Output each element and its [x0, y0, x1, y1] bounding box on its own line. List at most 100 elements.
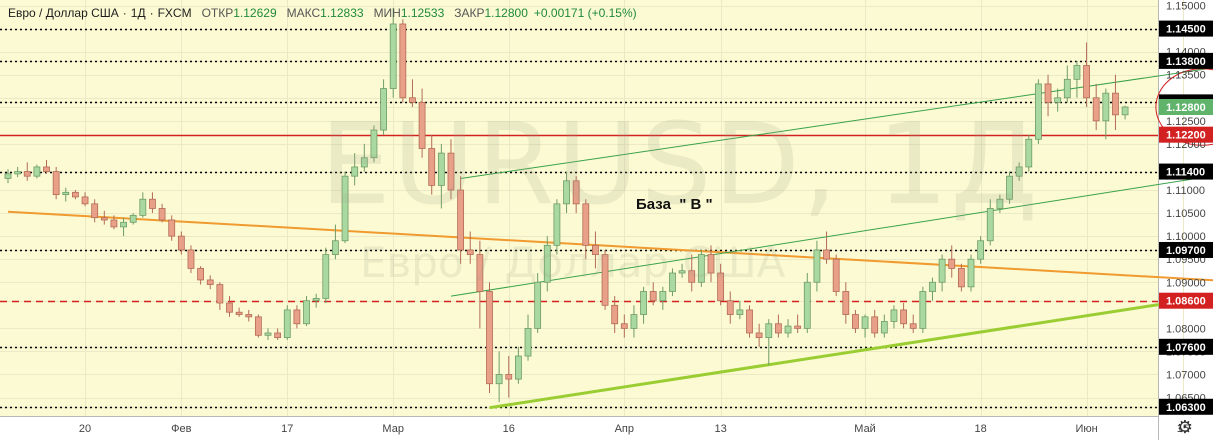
level-price-label: 1.09700	[1166, 245, 1206, 257]
candle-body	[457, 189, 465, 251]
candle-body	[794, 325, 802, 329]
candle-body	[1044, 83, 1052, 103]
price-tick-label: 1.10000	[1166, 231, 1206, 243]
candle-body	[380, 88, 387, 131]
candle-body	[678, 270, 686, 274]
time-tick-label: 20	[79, 423, 91, 435]
candle-body	[986, 208, 994, 242]
candle-body	[158, 208, 166, 221]
candle-body	[264, 332, 272, 336]
candle-body	[139, 198, 147, 216]
candle-body	[582, 203, 590, 246]
time-tick-label: Мар	[382, 423, 404, 435]
candle-body	[274, 332, 282, 338]
candle-body	[611, 304, 619, 325]
candle-body	[813, 249, 821, 283]
plot-background	[0, 0, 1158, 416]
time-tick-label: Май	[854, 423, 876, 435]
annotation-base-b[interactable]: База " B "	[636, 196, 713, 213]
candle-body	[1015, 166, 1023, 177]
time-tick-label: Июн	[1075, 423, 1097, 435]
candle-body	[1006, 175, 1013, 200]
legend-close-label: ЗАКР	[454, 6, 485, 20]
candle-body	[52, 171, 60, 196]
legend-change: +0.00171 (+0.15%)	[533, 6, 637, 20]
candle-body	[254, 316, 262, 336]
price-tick-label: 1.11000	[1166, 185, 1205, 197]
candle-body	[572, 180, 580, 205]
price-tick-label: 1.12500	[1166, 116, 1206, 128]
gear-icon[interactable]: ⚙	[1176, 417, 1194, 437]
candle-body	[909, 323, 917, 329]
lime-trend-line	[489, 294, 1213, 410]
time-axis-background	[0, 416, 1158, 440]
time-tick-label: 18	[975, 423, 987, 435]
candle-body	[669, 272, 676, 292]
legend-symbol[interactable]: Евро / Доллар США	[8, 6, 119, 20]
level-price-label-bg	[1159, 292, 1213, 309]
candle-body	[900, 309, 907, 325]
legend-low-label: МИН	[373, 6, 401, 20]
candle-body	[428, 148, 436, 186]
candle-body	[418, 101, 426, 149]
candle-body	[216, 284, 224, 304]
candle-body	[1035, 83, 1042, 140]
candle-body	[1073, 65, 1081, 80]
candle-body	[197, 268, 205, 281]
candle-body	[697, 254, 705, 283]
time-tick-label: 13	[714, 423, 726, 435]
candle-body	[784, 325, 792, 334]
candle-body	[659, 291, 667, 302]
price-axis-background	[1158, 0, 1213, 440]
candle-body	[360, 157, 368, 168]
orange-trend-line	[7, 210, 1213, 282]
candle-body	[630, 314, 638, 329]
candle-body	[1054, 97, 1062, 103]
candle-body	[649, 291, 657, 302]
candle-body	[957, 268, 965, 288]
candle-body	[948, 258, 956, 269]
candle-body	[14, 171, 22, 175]
last-price-label: 1.12800	[1166, 102, 1206, 114]
candle-body	[91, 203, 99, 219]
candle-body	[33, 166, 41, 177]
candle-body	[1102, 92, 1110, 122]
candle-body	[1063, 78, 1071, 99]
candle-body	[120, 221, 127, 228]
candle-body	[351, 166, 359, 177]
candle-body	[842, 291, 850, 315]
candle-body	[996, 198, 1004, 209]
candle-body	[746, 309, 753, 334]
level-price-label-bg	[1159, 163, 1213, 180]
candle-body	[620, 323, 628, 329]
candle-body	[206, 279, 214, 285]
candle-body	[929, 281, 936, 292]
candle-body	[81, 196, 89, 205]
price-tick-label: 1.15000	[1166, 1, 1206, 13]
candle-body	[4, 173, 12, 179]
candle-body	[765, 323, 773, 338]
channel-lower-line	[450, 175, 1213, 297]
legend-low-value: 1.12533	[400, 6, 445, 20]
candle-body	[832, 258, 840, 292]
candle-body	[1092, 97, 1100, 122]
candle-body	[466, 249, 474, 255]
candle-body	[1112, 92, 1119, 116]
price-tick-label: 1.09000	[1166, 277, 1206, 289]
legend-open-value: 1.12629	[233, 6, 277, 20]
candle-body	[332, 240, 339, 255]
candle-body	[967, 258, 975, 288]
level-price-label: 1.06300	[1166, 402, 1206, 414]
legend-timeframe[interactable]: 1Д	[130, 6, 146, 20]
candle-body	[389, 23, 397, 89]
candle-body	[707, 254, 715, 274]
candle-body	[447, 152, 455, 191]
candle-body	[476, 254, 484, 292]
level-price-label-bg	[1159, 20, 1213, 37]
candle-body	[592, 244, 599, 255]
time-tick-label: Апр	[615, 423, 634, 435]
candle-body	[110, 219, 118, 228]
level-price-label: 1.14500	[1166, 24, 1206, 36]
candle-body	[245, 314, 253, 318]
